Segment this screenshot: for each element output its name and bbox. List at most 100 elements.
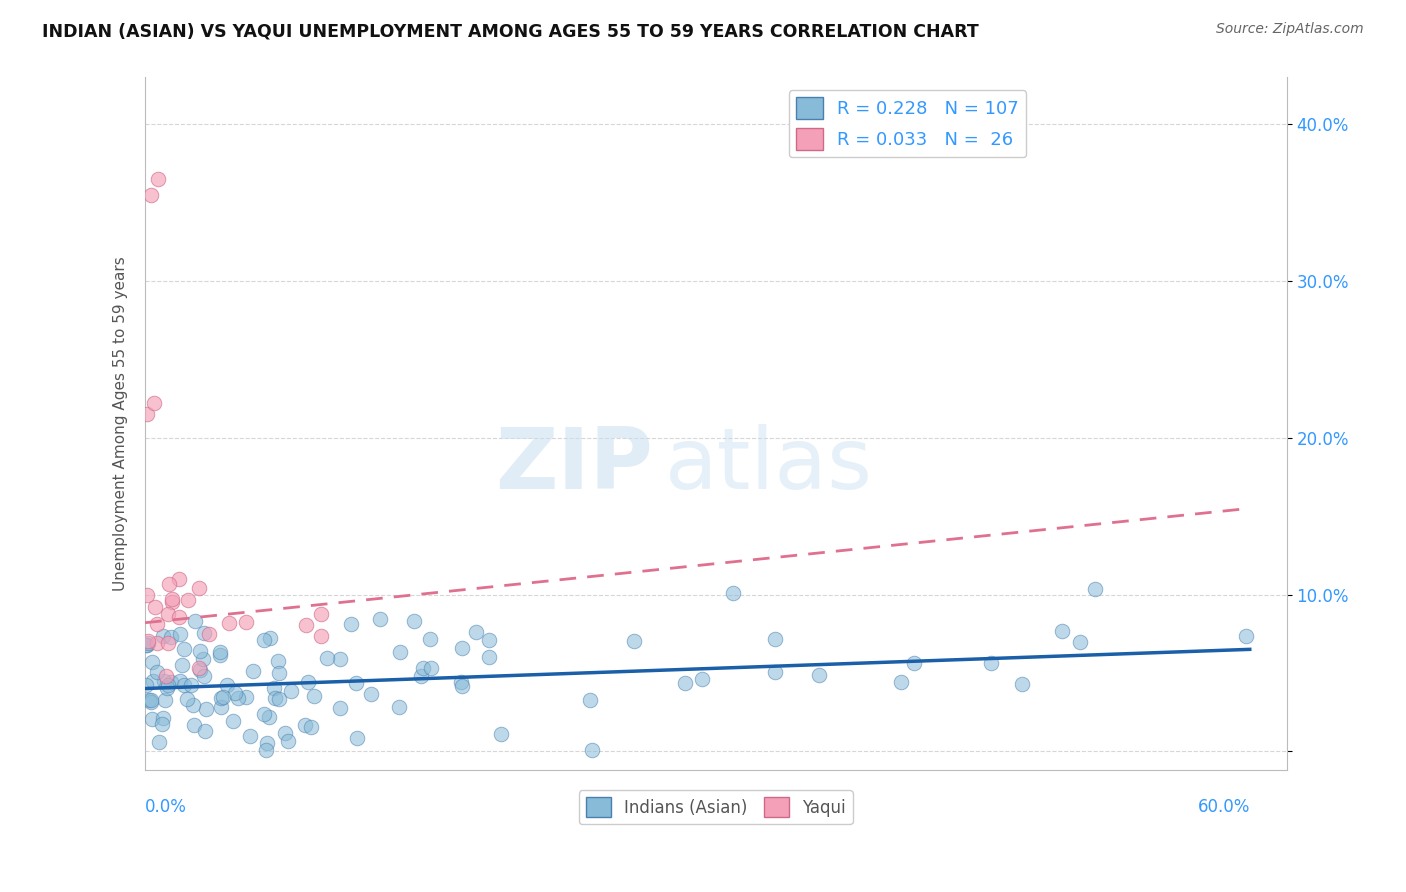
- Point: [188, 660, 211, 674]
- Point: [139, 188, 162, 202]
- Point: [169, 673, 191, 688]
- Point: [257, 709, 280, 723]
- Point: [135, 678, 157, 692]
- Point: [346, 731, 368, 745]
- Point: [136, 638, 159, 652]
- Point: [309, 607, 332, 622]
- Point: [169, 627, 191, 641]
- Point: [890, 675, 912, 690]
- Point: [136, 407, 159, 421]
- Point: [187, 581, 209, 595]
- Point: [155, 669, 177, 683]
- Point: [254, 742, 277, 756]
- Point: [184, 614, 207, 628]
- Point: [160, 592, 183, 607]
- Text: Source: ZipAtlas.com: Source: ZipAtlas.com: [1216, 22, 1364, 37]
- Point: [167, 572, 190, 586]
- Point: [141, 693, 163, 707]
- Point: [411, 669, 433, 683]
- Point: [690, 672, 713, 686]
- Point: [136, 634, 159, 648]
- Point: [146, 635, 169, 649]
- Point: [226, 691, 249, 706]
- Point: [311, 629, 333, 643]
- Text: atlas: atlas: [665, 424, 873, 507]
- Point: [368, 612, 391, 626]
- Point: [156, 678, 179, 692]
- Point: [388, 699, 411, 714]
- Point: [173, 678, 195, 692]
- Point: [159, 630, 181, 644]
- Point: [903, 656, 925, 670]
- Point: [1050, 624, 1073, 639]
- Point: [222, 714, 245, 728]
- Point: [267, 654, 290, 668]
- Point: [1084, 582, 1107, 596]
- Point: [297, 674, 319, 689]
- Point: [420, 661, 443, 675]
- Point: [183, 718, 205, 732]
- Point: [143, 600, 166, 615]
- Point: [256, 736, 278, 750]
- Point: [209, 700, 232, 714]
- Point: [218, 616, 240, 631]
- Point: [209, 648, 232, 662]
- Point: [302, 689, 325, 703]
- Point: [146, 617, 169, 632]
- Point: [329, 652, 352, 666]
- Point: [209, 690, 232, 705]
- Point: [259, 631, 281, 645]
- Point: [181, 698, 204, 712]
- Point: [150, 716, 173, 731]
- Point: [239, 729, 262, 743]
- Point: [141, 655, 163, 669]
- Point: [419, 632, 441, 647]
- Point: [263, 681, 285, 695]
- Point: [195, 702, 218, 716]
- Y-axis label: Unemployment Among Ages 55 to 59 years: Unemployment Among Ages 55 to 59 years: [114, 256, 128, 591]
- Point: [316, 651, 339, 665]
- Point: [153, 692, 176, 706]
- Point: [263, 691, 285, 706]
- Point: [763, 665, 786, 679]
- Point: [157, 607, 180, 621]
- Point: [235, 690, 257, 704]
- Point: [388, 645, 411, 659]
- Point: [402, 615, 425, 629]
- Point: [1234, 629, 1257, 643]
- Point: [412, 661, 434, 675]
- Point: [980, 656, 1002, 670]
- Point: [673, 675, 696, 690]
- Legend: Indians (Asian), Yaqui: Indians (Asian), Yaqui: [579, 790, 852, 824]
- Point: [135, 588, 157, 602]
- Point: [212, 690, 235, 704]
- Point: [142, 673, 165, 688]
- Point: [173, 642, 195, 657]
- Point: [478, 633, 501, 648]
- Point: [294, 717, 316, 731]
- Point: [807, 668, 830, 682]
- Point: [188, 663, 211, 677]
- Point: [146, 172, 169, 186]
- Point: [156, 636, 179, 650]
- Point: [578, 693, 600, 707]
- Text: INDIAN (ASIAN) VS YAQUI UNEMPLOYMENT AMONG AGES 55 TO 59 YEARS CORRELATION CHART: INDIAN (ASIAN) VS YAQUI UNEMPLOYMENT AMO…: [42, 22, 979, 40]
- Point: [360, 687, 382, 701]
- Point: [723, 586, 745, 600]
- Point: [253, 633, 276, 648]
- Point: [135, 638, 157, 652]
- Point: [340, 617, 363, 632]
- Point: [489, 727, 512, 741]
- Point: [152, 674, 174, 689]
- Point: [193, 668, 215, 682]
- Point: [450, 674, 472, 689]
- Point: [253, 706, 276, 721]
- Point: [160, 594, 183, 608]
- Point: [451, 679, 474, 693]
- Point: [478, 649, 501, 664]
- Point: [623, 634, 645, 648]
- Point: [143, 396, 166, 410]
- Point: [280, 683, 302, 698]
- Point: [177, 593, 200, 607]
- Point: [267, 691, 290, 706]
